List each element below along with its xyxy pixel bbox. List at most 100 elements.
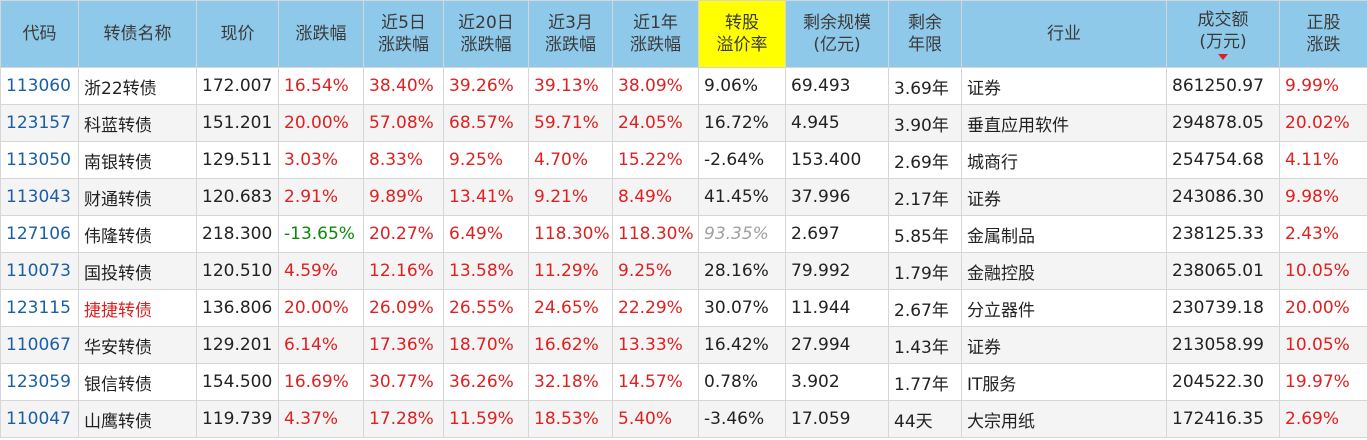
cell-stock-change: 4.11% xyxy=(1279,141,1367,179)
cell-code[interactable]: 123059 xyxy=(0,363,79,401)
cell-name: 国投转债 xyxy=(78,252,197,290)
cell-premium: 93.35% xyxy=(698,215,786,253)
cell-change-20d: 36.26% xyxy=(443,363,529,401)
header-row: 代码 转债名称 现价 涨跌幅 近5日 涨跌幅 近20日 涨跌幅 近3月 涨跌幅 近1年 涨跌幅 转股 溢价… xyxy=(0,0,1367,68)
cell-remaining-size: 2.697 xyxy=(785,215,889,253)
cell-remaining-years: 2.17年 xyxy=(888,178,962,216)
column-header-label: 涨跌幅 xyxy=(295,24,347,44)
cell-stock-change: 20.02% xyxy=(1279,104,1367,142)
cell-change-3m: 32.18% xyxy=(528,363,613,401)
column-header-label: 年限 xyxy=(908,35,942,55)
cell-change-3m: 24.65% xyxy=(528,289,613,327)
cell-premium: 16.42% xyxy=(698,326,786,364)
cell-stock-change: 9.99% xyxy=(1279,67,1367,105)
cell-change-5d: 26.09% xyxy=(363,289,444,327)
cell-code[interactable]: 110073 xyxy=(0,252,79,290)
cell-change-1y: 9.25% xyxy=(612,252,699,290)
column-header-label: 剩余规模 xyxy=(803,13,871,33)
cell-change-1y: 13.33% xyxy=(612,326,699,364)
column-header-stock-change[interactable]: 正股 涨跌 xyxy=(1279,0,1367,68)
cell-change-20d: 13.58% xyxy=(443,252,529,290)
cell-code[interactable]: 127106 xyxy=(0,215,79,253)
cell-price: 151.201 xyxy=(196,104,279,142)
cell-code[interactable]: 110067 xyxy=(0,326,79,364)
table-row[interactable]: 113043 财通转债 120.683 2.91% 9.89% 13.41% 9.21% 8.… xyxy=(0,178,1367,216)
cell-change-20d: 39.26% xyxy=(443,67,529,105)
table-row[interactable]: 123059 银信转债 154.500 16.69% 30.77% 36.26% 32.18… xyxy=(0,363,1367,401)
cell-code[interactable]: 123157 xyxy=(0,104,79,142)
cell-code[interactable]: 113050 xyxy=(0,141,79,179)
cell-change-3m: 18.53% xyxy=(528,400,613,438)
table-row[interactable]: 110073 国投转债 120.510 4.59% 12.16% 13.58% 11.29%… xyxy=(0,252,1367,290)
table-row[interactable]: 113050 南银转债 129.511 3.03% 8.33% 9.25% 4.70% 15.… xyxy=(0,141,1367,179)
cell-industry: 证券 xyxy=(961,326,1167,364)
table-row[interactable]: 110067 华安转债 129.201 6.14% 17.36% 18.70% 16.62%… xyxy=(0,326,1367,364)
column-header-change-20d[interactable]: 近20日 涨跌幅 xyxy=(443,0,529,68)
table-row[interactable]: 113060 浙22转债 172.007 16.54% 38.40% 39.26% 39.1… xyxy=(0,67,1367,105)
table-row[interactable]: 110047 山鹰转债 119.739 4.37% 17.28% 11.59% 18.53%… xyxy=(0,400,1367,438)
cell-change-1y: 14.57% xyxy=(612,363,699,401)
cell-change-1y: 38.09% xyxy=(612,67,699,105)
column-header-name[interactable]: 转债名称 xyxy=(78,0,197,68)
cell-remaining-years: 3.69年 xyxy=(888,67,962,105)
column-header-change-5d[interactable]: 近5日 涨跌幅 xyxy=(363,0,444,68)
column-header-label: 涨跌幅 xyxy=(460,35,512,55)
cell-remaining-size: 4.945 xyxy=(785,104,889,142)
cell-price: 218.300 xyxy=(196,215,279,253)
column-header-change-1y[interactable]: 近1年 涨跌幅 xyxy=(612,0,699,68)
cell-change: 16.69% xyxy=(278,363,364,401)
cell-remaining-years: 3.90年 xyxy=(888,104,962,142)
column-header-change-3m[interactable]: 近3月 涨跌幅 xyxy=(528,0,613,68)
cell-turnover: 213058.99 xyxy=(1166,326,1280,364)
cell-stock-change: 2.69% xyxy=(1279,400,1367,438)
column-header-label: 近5日 xyxy=(381,13,426,33)
cell-change-1y: 24.05% xyxy=(612,104,699,142)
table-header: 代码 转债名称 现价 涨跌幅 近5日 涨跌幅 近20日 涨跌幅 近3月 涨跌幅 近1年 涨跌幅 转股 溢价… xyxy=(0,0,1367,68)
cell-turnover: 172416.35 xyxy=(1166,400,1280,438)
column-header-turnover[interactable]: 成交额 (万元) xyxy=(1166,0,1280,68)
cell-price: 129.511 xyxy=(196,141,279,179)
sort-desc-icon[interactable] xyxy=(1218,53,1228,60)
column-header-label: 涨跌幅 xyxy=(378,35,429,55)
table-row[interactable]: 123115 捷捷转债 136.806 20.00% 26.09% 26.55% 24.65… xyxy=(0,289,1367,327)
column-header-change[interactable]: 涨跌幅 xyxy=(278,0,364,68)
cell-change-20d: 18.70% xyxy=(443,326,529,364)
column-header-remaining-years[interactable]: 剩余 年限 xyxy=(888,0,962,68)
column-header-price[interactable]: 现价 xyxy=(196,0,279,68)
column-header-industry[interactable]: 行业 xyxy=(961,0,1167,68)
column-header-label: 代码 xyxy=(22,24,57,44)
table-row[interactable]: 127106 伟隆转债 218.300 -13.65% 20.27% 6.49% 118.3… xyxy=(0,215,1367,253)
column-header-label: 涨跌幅 xyxy=(545,35,596,55)
cell-change-3m: 39.13% xyxy=(528,67,613,105)
cell-remaining-size: 11.944 xyxy=(785,289,889,327)
column-header-remaining-size[interactable]: 剩余规模 (亿元) xyxy=(785,0,889,68)
column-header-premium[interactable]: 转股 溢价率 xyxy=(698,0,786,68)
cell-price: 136.806 xyxy=(196,289,279,327)
cell-code[interactable]: 123115 xyxy=(0,289,79,327)
cell-change: 3.03% xyxy=(278,141,364,179)
cell-industry: 分立器件 xyxy=(961,289,1167,327)
cell-code[interactable]: 113060 xyxy=(0,67,79,105)
cell-code[interactable]: 113043 xyxy=(0,178,79,216)
cell-stock-change: 19.97% xyxy=(1279,363,1367,401)
cell-turnover: 254754.68 xyxy=(1166,141,1280,179)
cell-industry: 垂直应用软件 xyxy=(961,104,1167,142)
cell-change-20d: 9.25% xyxy=(443,141,529,179)
column-header-label: (亿元) xyxy=(813,35,861,55)
cell-name: 银信转债 xyxy=(78,363,197,401)
cell-remaining-years: 1.43年 xyxy=(888,326,962,364)
cell-change-20d: 68.57% xyxy=(443,104,529,142)
cell-change-5d: 17.28% xyxy=(363,400,444,438)
cell-price: 120.510 xyxy=(196,252,279,290)
cell-code[interactable]: 110047 xyxy=(0,400,79,438)
cell-change: 20.00% xyxy=(278,289,364,327)
cell-industry: 大宗用纸 xyxy=(961,400,1167,438)
column-header-label: 近3月 xyxy=(548,13,593,33)
cell-change-1y: 5.40% xyxy=(612,400,699,438)
column-header-code[interactable]: 代码 xyxy=(0,0,79,68)
cell-change-20d: 6.49% xyxy=(443,215,529,253)
column-header-label: 行业 xyxy=(1047,24,1081,44)
cell-name: 浙22转债 xyxy=(78,67,197,105)
table-row[interactable]: 123157 科蓝转债 151.201 20.00% 57.08% 68.57% 59.71… xyxy=(0,104,1367,142)
